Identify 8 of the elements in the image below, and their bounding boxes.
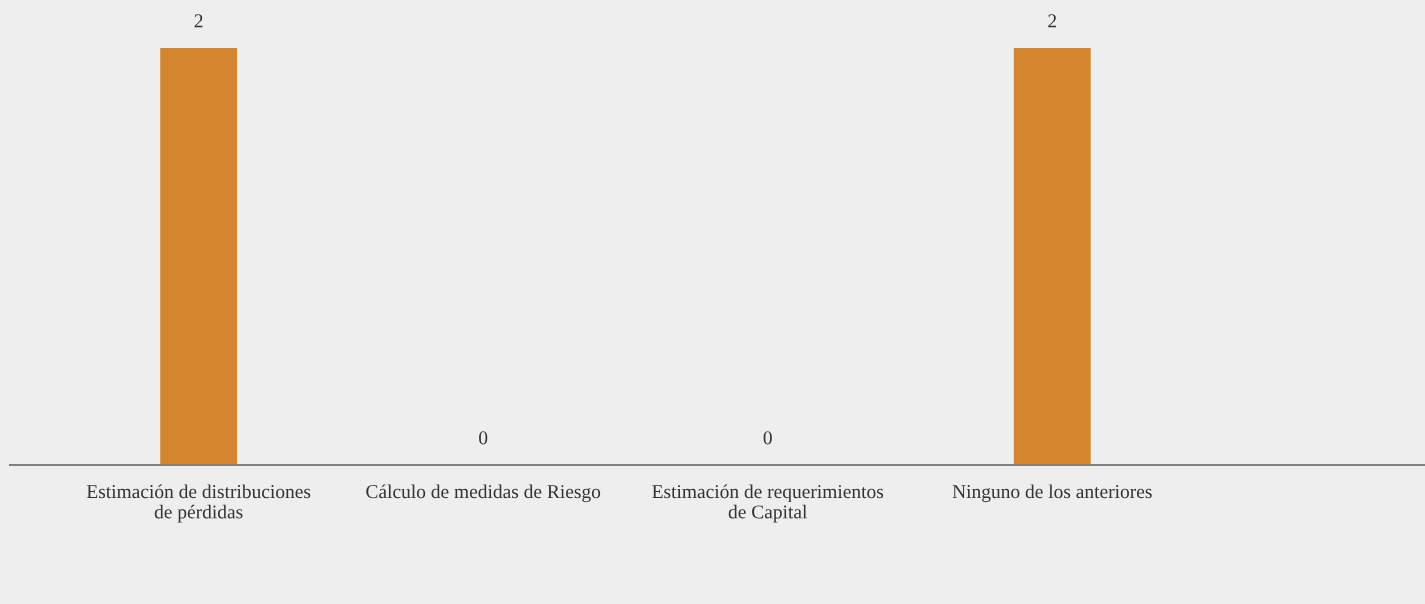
- data-label: 0: [763, 431, 772, 445]
- x-tick-label: Cálculo de medidas de Riesgo: [366, 484, 601, 503]
- x-tick-label: Estimación de distribuciones de pérdidas: [86, 484, 311, 523]
- data-label: 2: [194, 14, 203, 28]
- data-label: 0: [479, 431, 488, 445]
- x-tick-label: Ninguno de los anteriores: [952, 484, 1152, 503]
- x-tick-label: Estimación de requerimientos de Capital: [652, 484, 884, 523]
- data-label: 2: [1048, 14, 1057, 28]
